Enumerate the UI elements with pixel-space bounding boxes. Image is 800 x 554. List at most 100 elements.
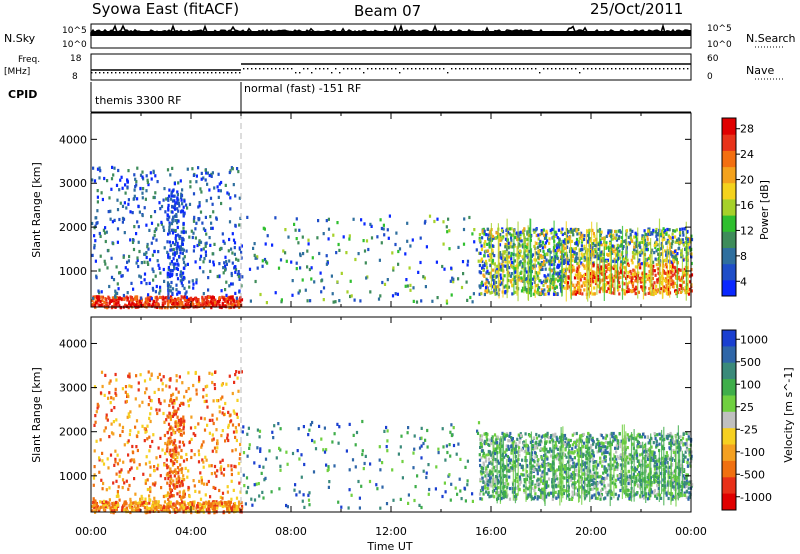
echo-cell	[115, 393, 118, 397]
echo-cell	[182, 490, 185, 494]
echo-cell	[271, 243, 274, 247]
echo-cell	[547, 259, 550, 263]
echo-cell	[169, 417, 172, 421]
echo-cell	[580, 244, 583, 248]
echo-cell	[259, 449, 262, 453]
echo-cell	[548, 237, 551, 241]
echo-cell	[170, 477, 173, 481]
echo-cell	[519, 244, 522, 248]
echo-cell	[483, 254, 486, 258]
echo-cell	[564, 252, 567, 256]
echo-cell	[206, 384, 209, 388]
echo-cell	[412, 286, 415, 290]
echo-cell	[599, 256, 602, 261]
echo-cell	[157, 500, 160, 504]
echo-cell	[387, 236, 390, 240]
echo-cell	[489, 275, 492, 279]
echo-cell	[492, 283, 495, 287]
echo-cell	[407, 493, 410, 497]
echo-cell	[435, 465, 438, 469]
echo-cell	[120, 175, 123, 179]
echo-cell	[218, 275, 221, 279]
echo-cell	[308, 267, 311, 272]
echo-cell	[176, 415, 179, 419]
echo-cell	[462, 272, 465, 276]
echo-cell	[131, 301, 134, 305]
echo-cell	[560, 274, 563, 279]
echo-cell	[92, 483, 95, 487]
echo-cell	[471, 499, 474, 503]
echo-cell	[492, 279, 495, 283]
echo-cell	[486, 269, 489, 273]
echo-cell	[570, 472, 573, 476]
echo-cell	[202, 247, 205, 251]
echo-cell	[571, 259, 574, 263]
echo-cell	[574, 247, 578, 251]
echo-cell	[579, 288, 582, 292]
echo-cell	[114, 449, 117, 453]
echo-cell	[297, 427, 300, 431]
echo-cell	[187, 404, 190, 408]
echo-cell	[266, 234, 269, 238]
echo-cell	[537, 237, 540, 241]
nave-dot	[519, 68, 521, 70]
echo-cell	[605, 276, 608, 280]
echo-cell	[340, 505, 343, 509]
echo-cell	[682, 230, 685, 235]
echo-cell	[627, 235, 630, 239]
echo-cell	[551, 227, 554, 231]
echo-cell	[690, 289, 693, 293]
echo-cell	[689, 280, 692, 284]
echo-cell	[334, 300, 337, 304]
echo-cell	[169, 377, 172, 381]
echo-cell	[436, 296, 439, 300]
echo-cell	[647, 264, 650, 268]
echo-cell	[93, 465, 96, 469]
nave-dot	[607, 68, 609, 70]
echo-cell	[231, 423, 235, 427]
echo-cell	[91, 253, 94, 257]
echo-cell	[199, 304, 202, 308]
echo-cell	[499, 235, 502, 239]
echo-cell	[193, 245, 196, 249]
echo-cell	[672, 255, 675, 259]
freq-bottom-tick: 8	[72, 72, 78, 82]
echo-cell	[519, 249, 522, 253]
echo-cell	[489, 483, 492, 487]
echo-cell	[237, 471, 240, 475]
echo-cell	[674, 229, 677, 233]
echo-cell	[420, 444, 423, 448]
echo-cell	[146, 478, 149, 482]
echo-cell	[504, 264, 507, 268]
echo-cell	[98, 456, 101, 460]
echo-cell	[550, 269, 553, 273]
echo-cell	[538, 267, 541, 271]
echo-cell	[348, 422, 351, 426]
echo-cell	[558, 278, 562, 282]
echo-cell	[133, 460, 136, 464]
echo-cell	[126, 179, 129, 183]
echo-cell	[480, 247, 484, 251]
nave-dot	[539, 72, 541, 74]
echo-cell	[491, 251, 494, 255]
echo-cell	[526, 242, 529, 246]
echo-cell	[619, 275, 622, 279]
echo-cell	[165, 418, 168, 422]
echo-cell	[173, 401, 176, 405]
echo-cell	[682, 280, 685, 284]
echo-cell	[222, 473, 225, 477]
nave-dot	[371, 68, 373, 70]
echo-cell	[682, 243, 685, 247]
nave-dot	[647, 68, 649, 70]
echo-cell	[420, 299, 423, 303]
echo-cell	[127, 169, 130, 173]
echo-cell	[208, 431, 211, 435]
echo-cell	[392, 268, 395, 272]
echo-cell	[683, 267, 686, 272]
echo-cell	[660, 287, 663, 291]
echo-cell	[92, 296, 95, 301]
echo-cell	[160, 220, 163, 224]
echo-cell	[180, 448, 183, 453]
echo-cell	[311, 438, 314, 443]
echo-cell	[114, 372, 117, 377]
